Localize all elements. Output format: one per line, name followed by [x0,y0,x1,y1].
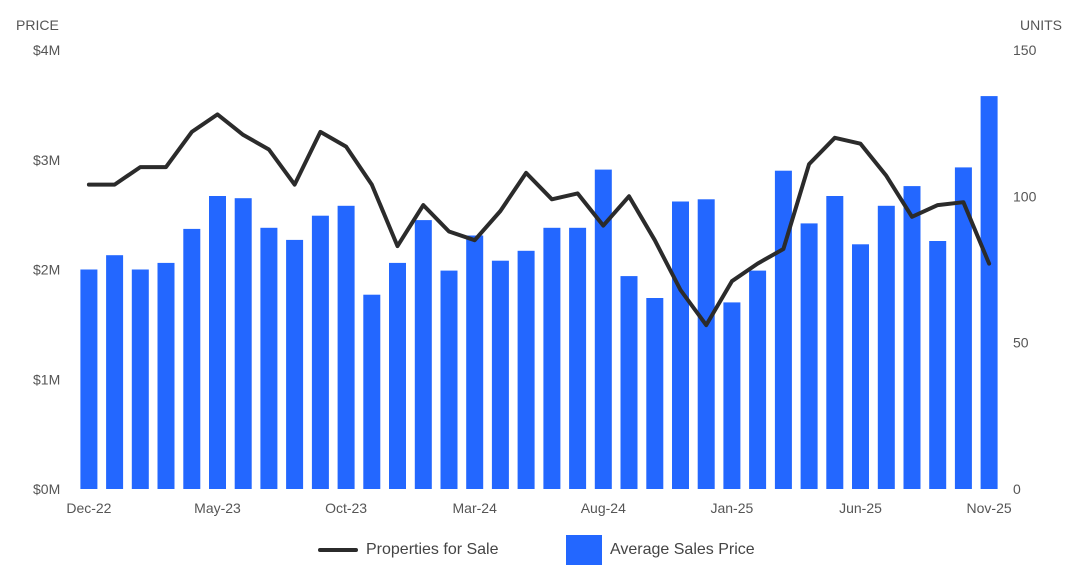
x-tick-label: Aug-24 [581,500,626,516]
left-tick-label: $2M [33,262,60,278]
bar-average-sales-price [877,205,895,490]
x-tick-label: Oct-23 [325,500,367,516]
bar-average-sales-price [543,227,561,490]
bar-average-sales-price [517,250,535,489]
bar-average-sales-price [414,220,432,489]
bar-average-sales-price [157,262,175,489]
bar-average-sales-price [389,262,406,489]
x-tick-label: Mar-24 [453,500,498,516]
right-tick-label: 0 [1013,481,1021,497]
bar-average-sales-price [697,199,715,490]
bar-average-sales-price [826,196,844,489]
left-tick-label: $1M [33,371,60,387]
bar-average-sales-price [749,270,767,489]
right-axis-title: UNITS [1020,17,1062,33]
bar-average-sales-price [929,241,947,489]
left-tick-label: $4M [33,42,60,58]
bar-average-sales-price [672,201,689,489]
line-properties-for-sale [86,112,992,328]
bar-average-sales-price [183,228,201,489]
bar-average-sales-price [234,198,252,489]
bar-average-sales-price [980,96,998,489]
bar-average-sales-price [106,255,124,489]
bar-average-sales-price [569,227,587,490]
bar-average-sales-price [491,260,509,489]
x-tick-label: Dec-22 [66,500,111,516]
bar-average-sales-price [440,270,458,489]
legend-label-average-sales-price: Average Sales Price [610,541,755,558]
right-tick-label: 100 [1013,188,1037,204]
left-axis-title: PRICE [16,17,59,33]
bar-average-sales-price [209,196,226,489]
bar-average-sales-price [774,170,792,489]
bar-average-sales-price [903,186,921,489]
legend-item-average-sales-price: Average Sales Price [566,535,755,565]
bar-average-sales-price [466,235,484,489]
bar-average-sales-price [800,223,818,489]
bar-average-sales-price [620,276,638,489]
bar-average-sales-price [646,298,664,489]
bar-average-sales-price [311,215,329,489]
left-tick-label: $0M [33,481,60,497]
x-tick-label: Nov-25 [967,500,1012,516]
chart-canvas: PRICE UNITS $0M $1M $2M $3M $4M 0 50 100 150 Dec-22… [16,17,1062,516]
x-tick-label: Jan-25 [710,500,753,516]
bar-average-sales-price [131,269,149,489]
bar-average-sales-price [260,227,278,490]
x-tick-label: Jun-25 [839,500,882,516]
bar-average-sales-price [723,302,741,489]
bar-average-sales-price [954,167,972,489]
bar-average-sales-price [594,169,612,489]
legend-box-swatch [566,535,602,565]
left-tick-label: $3M [33,152,60,168]
bar-average-sales-price [286,239,304,489]
bar-average-sales-price [363,294,381,489]
legend-item-properties-for-sale: Properties for Sale [318,535,499,565]
bar-average-sales-price [852,244,869,489]
legend-line-swatch [318,548,358,552]
right-tick-label: 150 [1013,42,1037,58]
legend: Properties for Sale Average Sales Price [0,535,1078,565]
x-tick-label: May-23 [194,500,241,516]
legend-label-properties-for-sale: Properties for Sale [366,541,499,558]
bar-average-sales-price [80,269,98,489]
right-tick-label: 50 [1013,335,1029,351]
bar-average-sales-price [337,205,355,490]
